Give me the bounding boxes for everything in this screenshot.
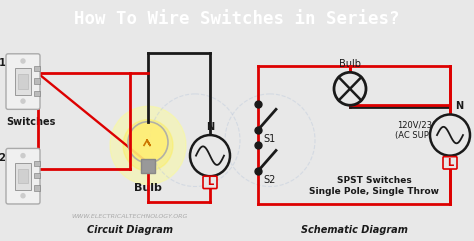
Text: N: N — [455, 101, 463, 111]
Circle shape — [334, 72, 366, 105]
Bar — [15, 68, 31, 95]
Text: S1: S1 — [0, 58, 6, 68]
Text: S1: S1 — [263, 134, 275, 144]
Bar — [34, 161, 40, 166]
Circle shape — [21, 154, 25, 158]
Circle shape — [123, 120, 173, 171]
Text: Switches: Switches — [6, 117, 55, 127]
Circle shape — [128, 122, 168, 163]
Text: 120V/230V
(AC SUPPLY): 120V/230V (AC SUPPLY) — [395, 120, 446, 140]
Text: SPST Switches
Single Pole, Single Throw: SPST Switches Single Pole, Single Throw — [309, 176, 439, 196]
FancyBboxPatch shape — [6, 148, 40, 204]
Text: How To Wire Switches in Series?: How To Wire Switches in Series? — [74, 10, 400, 28]
Text: WWW.ELECTRICALTECHNOLOGY.ORG: WWW.ELECTRICALTECHNOLOGY.ORG — [72, 214, 188, 219]
Text: Schematic Diagram: Schematic Diagram — [301, 225, 408, 234]
Bar — [34, 186, 40, 191]
Text: Bulb: Bulb — [339, 59, 361, 69]
Circle shape — [430, 114, 470, 156]
Bar — [141, 159, 155, 173]
Text: S2: S2 — [0, 153, 6, 162]
Text: L: L — [207, 177, 213, 187]
Text: Circuit Diagram: Circuit Diagram — [87, 225, 173, 234]
Text: N: N — [206, 122, 214, 132]
Bar — [34, 79, 40, 84]
FancyBboxPatch shape — [6, 54, 40, 109]
Circle shape — [190, 135, 230, 176]
FancyBboxPatch shape — [203, 176, 217, 188]
Bar — [34, 91, 40, 96]
FancyBboxPatch shape — [443, 157, 457, 169]
Text: Bulb: Bulb — [134, 183, 162, 194]
Bar — [18, 74, 28, 89]
Circle shape — [110, 106, 186, 184]
Circle shape — [21, 59, 25, 63]
Bar — [15, 163, 31, 190]
Bar — [34, 66, 40, 71]
Bar — [18, 169, 28, 183]
Bar — [34, 173, 40, 178]
Text: S2: S2 — [263, 175, 275, 185]
Circle shape — [21, 194, 25, 198]
Circle shape — [21, 99, 25, 103]
Text: L: L — [447, 158, 453, 168]
